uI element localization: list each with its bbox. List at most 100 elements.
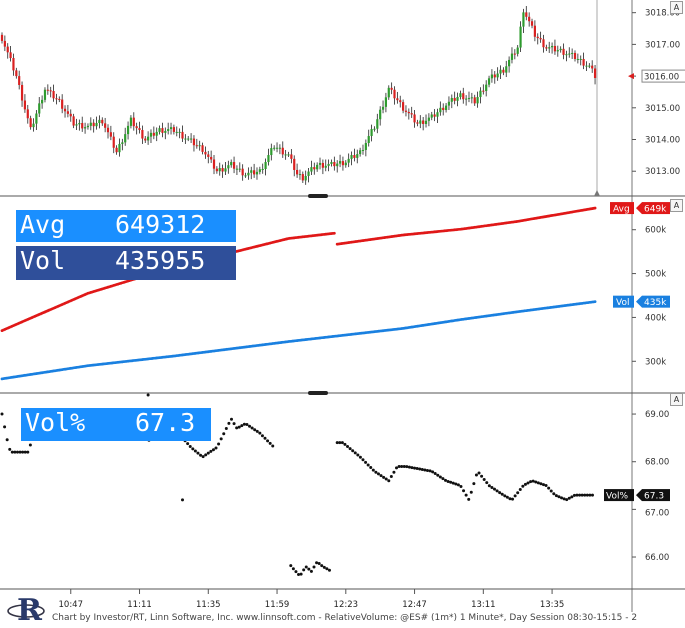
price-candle (519, 21, 522, 52)
vol-tag-value-bg (642, 295, 670, 308)
candle-body (473, 97, 476, 104)
price-candle (115, 145, 118, 155)
candle-body (344, 162, 347, 166)
candle-body (393, 89, 396, 99)
candle-body (304, 175, 307, 181)
candle-body (204, 151, 207, 155)
volpct-point (428, 469, 432, 473)
price-candle (324, 159, 327, 172)
volpct-point (529, 480, 533, 484)
price-candle (456, 92, 459, 107)
candle-body (416, 122, 419, 124)
volpct-point (260, 434, 264, 438)
volpct-point (472, 482, 476, 486)
volpct-point (575, 493, 579, 497)
volpct-point (583, 493, 587, 497)
volpct-point (382, 475, 386, 479)
candle-body (419, 120, 422, 124)
price-candle (46, 84, 49, 95)
price-candle (356, 149, 359, 164)
volpct-point (449, 480, 453, 484)
volpct-point (464, 493, 468, 497)
price-candle (23, 94, 27, 113)
candle-body (232, 162, 236, 169)
candle-body (129, 117, 133, 126)
volpct-point (255, 429, 259, 433)
price-candle (450, 94, 453, 109)
price-candle (86, 123, 90, 130)
volume-panel-autoscale-button[interactable]: A (670, 199, 683, 212)
candle-body (373, 128, 376, 130)
candle-body (250, 170, 253, 173)
price-candle (499, 65, 502, 79)
candle-body (539, 38, 542, 40)
candle-body (424, 120, 428, 124)
candle-body (158, 128, 161, 132)
candle-body (350, 155, 353, 159)
volpct-point (317, 561, 321, 565)
candle-body (399, 100, 402, 103)
candle-body (141, 130, 144, 139)
candle-body (135, 126, 138, 129)
price-candle (476, 91, 479, 108)
price-candle (301, 171, 304, 183)
price-candle (158, 125, 161, 135)
price-candle (155, 127, 158, 142)
volpct-point (304, 565, 308, 569)
volpct-point (180, 498, 184, 502)
price-candle (573, 50, 577, 62)
candle-body (49, 90, 52, 92)
candle-body (72, 116, 75, 126)
volpct-point (498, 491, 502, 495)
volpct-tick-label: 66.00 (645, 553, 669, 563)
price-panel-autoscale-button[interactable]: A (670, 1, 683, 14)
price-candle (207, 150, 210, 164)
candle-body (9, 52, 12, 59)
volpct-point (523, 482, 527, 486)
price-candle (436, 108, 439, 124)
vol-box-value: 435955 (115, 246, 206, 275)
volpct-point (289, 564, 293, 568)
last-price-tag (641, 69, 685, 83)
price-candle (287, 151, 290, 157)
candle-body (101, 119, 104, 124)
volpct-panel-autoscale-button[interactable]: A (670, 393, 683, 406)
price-candle (106, 124, 110, 139)
volume-tick-label: 300k (645, 357, 666, 367)
volpct-point (188, 444, 192, 448)
price-candle (201, 142, 204, 155)
volpct-point (487, 484, 491, 488)
candle-body (490, 74, 494, 79)
volpct-point (240, 424, 244, 428)
volpct-point (557, 495, 561, 499)
candle-body (224, 168, 227, 172)
candle-body (164, 130, 167, 133)
candle-body (118, 143, 121, 153)
candle-body (390, 87, 393, 90)
candle-body (353, 155, 356, 158)
candle-body (465, 98, 468, 100)
price-candle (244, 172, 247, 178)
price-candle (175, 126, 178, 137)
price-candle (298, 169, 302, 180)
candle-body (187, 138, 190, 140)
candle-body (147, 136, 150, 141)
price-candle (3, 35, 6, 52)
volpct-point (21, 450, 25, 454)
price-candle (32, 118, 35, 132)
price-candle (250, 166, 253, 180)
price-candle (359, 147, 362, 157)
candle-body (324, 165, 327, 168)
candle-body (467, 97, 471, 99)
price-panel (0, 6, 597, 185)
candle-body (29, 118, 32, 128)
volpct-point (554, 494, 558, 498)
price-candle (353, 148, 356, 162)
candle-body (513, 53, 516, 55)
volpct-point (297, 572, 301, 576)
svg-text:R: R (17, 593, 43, 627)
volpct-point (420, 467, 424, 471)
price-candle (479, 87, 482, 104)
volpct-point (343, 442, 347, 446)
volpct-point (480, 474, 484, 478)
